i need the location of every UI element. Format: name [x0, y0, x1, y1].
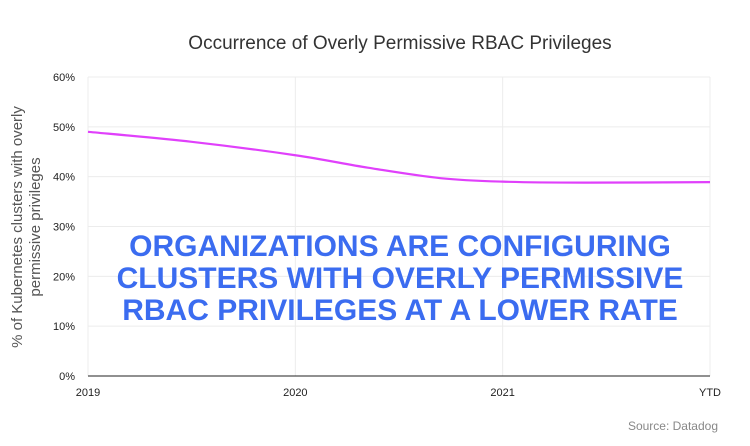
source-note: Source: Datadog	[628, 419, 718, 433]
x-tick-label: YTD	[699, 387, 721, 399]
y-axis-ticks: 0% 10% 20% 30% 40% 50% 60%	[53, 72, 75, 383]
y-tick-label: 60%	[53, 72, 75, 84]
y-tick-label: 30%	[53, 222, 75, 234]
chart-title: Occurrence of Overly Permissive RBAC Pri…	[188, 33, 611, 54]
y-tick-label: 0%	[59, 371, 75, 383]
annotation-line-1: ORGANIZATIONS ARE CONFIGURING	[129, 230, 671, 263]
y-tick-label: 10%	[53, 321, 75, 333]
grid-lines	[87, 76, 711, 376]
x-axis-ticks: 2019 2020 2021 YTD	[76, 387, 721, 399]
y-tick-label: 40%	[53, 172, 75, 184]
annotation: ORGANIZATIONS ARE CONFIGURING CLUSTERS W…	[117, 230, 684, 327]
series-line	[87, 130, 711, 184]
x-tick-label: 2021	[490, 387, 514, 399]
series-lines	[87, 130, 711, 184]
y-axis-label-line-1: % of Kubernetes clusters with overly	[9, 106, 26, 348]
annotation-line-2: CLUSTERS WITH OVERLY PERMISSIVE	[117, 262, 684, 295]
y-axis-label-line-2: permissive privileges	[27, 157, 44, 296]
y-tick-label: 20%	[53, 271, 75, 283]
annotation-line-3: RBAC PRIVILEGES AT A LOWER RATE	[122, 294, 678, 327]
x-tick-label: 2019	[76, 387, 100, 399]
y-tick-label: 50%	[53, 122, 75, 134]
x-tick-label: 2020	[283, 387, 307, 399]
y-axis-label: % of Kubernetes clusters with overly per…	[9, 106, 44, 348]
